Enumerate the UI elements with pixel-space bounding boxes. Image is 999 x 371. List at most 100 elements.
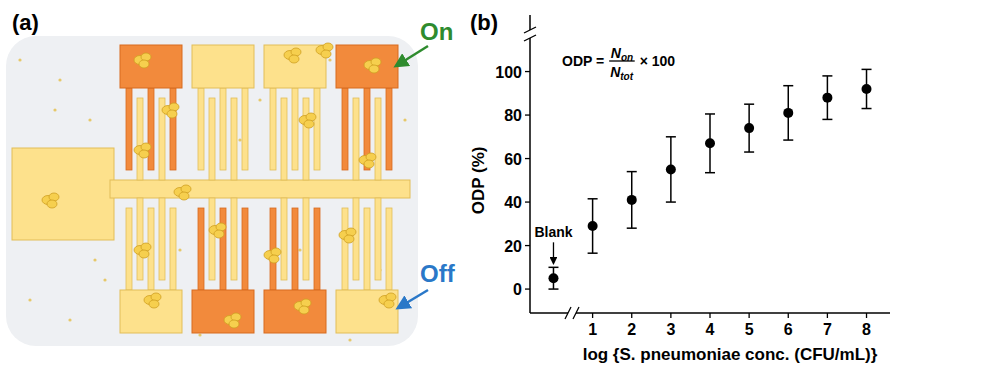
- speckle: [68, 318, 71, 321]
- x-axis-break: [573, 307, 579, 319]
- bus-finger: [231, 198, 237, 280]
- bus-finger: [137, 198, 143, 280]
- data-point: [705, 138, 715, 148]
- speckle: [93, 258, 96, 261]
- error-bar: [822, 76, 832, 120]
- bus-finger: [281, 198, 287, 280]
- speckle: [18, 58, 21, 61]
- x-tick-label: 6: [784, 321, 793, 338]
- bacterium: [294, 299, 311, 314]
- error-bar-cap: [548, 267, 558, 269]
- pad-finger: [364, 208, 370, 290]
- error-bar-cap: [862, 69, 872, 71]
- bacterium: [364, 58, 381, 73]
- bus-finger: [159, 198, 165, 280]
- bus-finger: [209, 98, 215, 180]
- error-bar-cap: [783, 139, 793, 141]
- y-axis-break: [524, 35, 536, 41]
- x-tick-label: 3: [666, 321, 675, 338]
- contact-pad: [12, 148, 114, 240]
- x-tick-label: 8: [862, 321, 871, 338]
- bacterium-cell: [384, 300, 394, 308]
- bus-finger: [353, 98, 359, 180]
- bacterium-cell: [289, 55, 299, 63]
- bacterium: [134, 53, 151, 68]
- bacterium-cell: [364, 160, 374, 168]
- error-bar: [627, 172, 637, 229]
- pad-finger: [170, 88, 176, 170]
- error-bar-cap: [627, 171, 637, 173]
- bacterium: [379, 293, 396, 308]
- x-tick-label: 4: [706, 321, 715, 338]
- figure: (a)OnOff(b)02040608010012345678log {S. p…: [0, 0, 999, 371]
- data-point: [588, 221, 598, 231]
- solution-area: [6, 36, 418, 346]
- bacterium-cell: [139, 250, 149, 258]
- bacterium: [144, 293, 161, 308]
- bacterium-cell: [179, 192, 189, 200]
- electrode-on: [336, 45, 398, 180]
- annotation-arrow: [553, 242, 554, 263]
- bus-finger: [231, 98, 237, 180]
- error-bar: [783, 86, 793, 140]
- bacterium: [134, 243, 151, 258]
- bus-finger: [303, 98, 309, 180]
- x-axis-title: log {S. pneumoniae conc. (CFU/mL)}: [583, 345, 878, 364]
- x-tick-label: 1: [588, 321, 597, 338]
- x-tick: [788, 313, 789, 318]
- off-arrow: [398, 290, 428, 308]
- bacterium: [264, 248, 281, 263]
- pad-finger: [198, 88, 204, 170]
- error-bar-cap: [666, 201, 676, 203]
- pad-finger: [386, 208, 392, 290]
- formula-rhs: × 100: [640, 53, 676, 69]
- error-bar-cap: [705, 172, 715, 174]
- bacterium-cell: [344, 235, 354, 243]
- error-bar-cap: [783, 85, 793, 87]
- bus-finger: [137, 98, 143, 180]
- formula-term: Ntot: [610, 64, 634, 82]
- bus-finger: [209, 198, 215, 280]
- speckle: [258, 98, 261, 101]
- error-bar-cap: [744, 103, 754, 105]
- panel-label: (a): [12, 10, 39, 35]
- bacterium: [359, 153, 376, 168]
- speckle: [298, 248, 301, 251]
- y-axis-title: ODP (%): [469, 146, 488, 214]
- bacterium: [339, 228, 356, 243]
- error-bar-cap: [548, 288, 558, 290]
- electrode-off: [120, 198, 182, 333]
- pad-finger: [386, 88, 392, 170]
- bus-bar: [110, 180, 410, 198]
- pad-finger: [342, 88, 348, 170]
- pad-finger: [220, 208, 226, 290]
- speckle: [328, 58, 331, 61]
- pad-finger: [126, 88, 132, 170]
- x-tick: [748, 313, 749, 318]
- electrode-pad: [264, 290, 326, 333]
- y-axis-line: [529, 15, 531, 313]
- pad-finger: [126, 208, 132, 290]
- x-tick-label: 5: [745, 321, 754, 338]
- formula-lhs: ODP =: [562, 53, 604, 69]
- electrode-pad: [336, 45, 398, 88]
- plot-data: [548, 69, 871, 289]
- data-point: [548, 273, 558, 283]
- speckle: [58, 78, 61, 81]
- formula-fraction-bar: [609, 60, 635, 61]
- error-bar: [548, 267, 558, 289]
- on-arrow: [396, 46, 428, 66]
- electrode-on: [192, 198, 254, 333]
- bacterium: [224, 313, 241, 328]
- x-tick-label: 2: [627, 321, 636, 338]
- speckle: [53, 108, 56, 111]
- error-bar: [744, 104, 754, 152]
- bacterium-cell: [139, 150, 149, 158]
- bacterium-cell: [299, 306, 309, 314]
- pad-finger: [342, 208, 348, 290]
- y-tick: [525, 201, 530, 202]
- bus-finger: [375, 98, 381, 180]
- y-tick: [525, 288, 530, 289]
- x-tick: [592, 313, 593, 318]
- data-point: [862, 84, 872, 94]
